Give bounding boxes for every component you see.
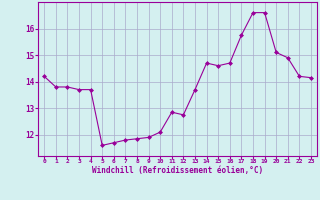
X-axis label: Windchill (Refroidissement éolien,°C): Windchill (Refroidissement éolien,°C) — [92, 166, 263, 175]
